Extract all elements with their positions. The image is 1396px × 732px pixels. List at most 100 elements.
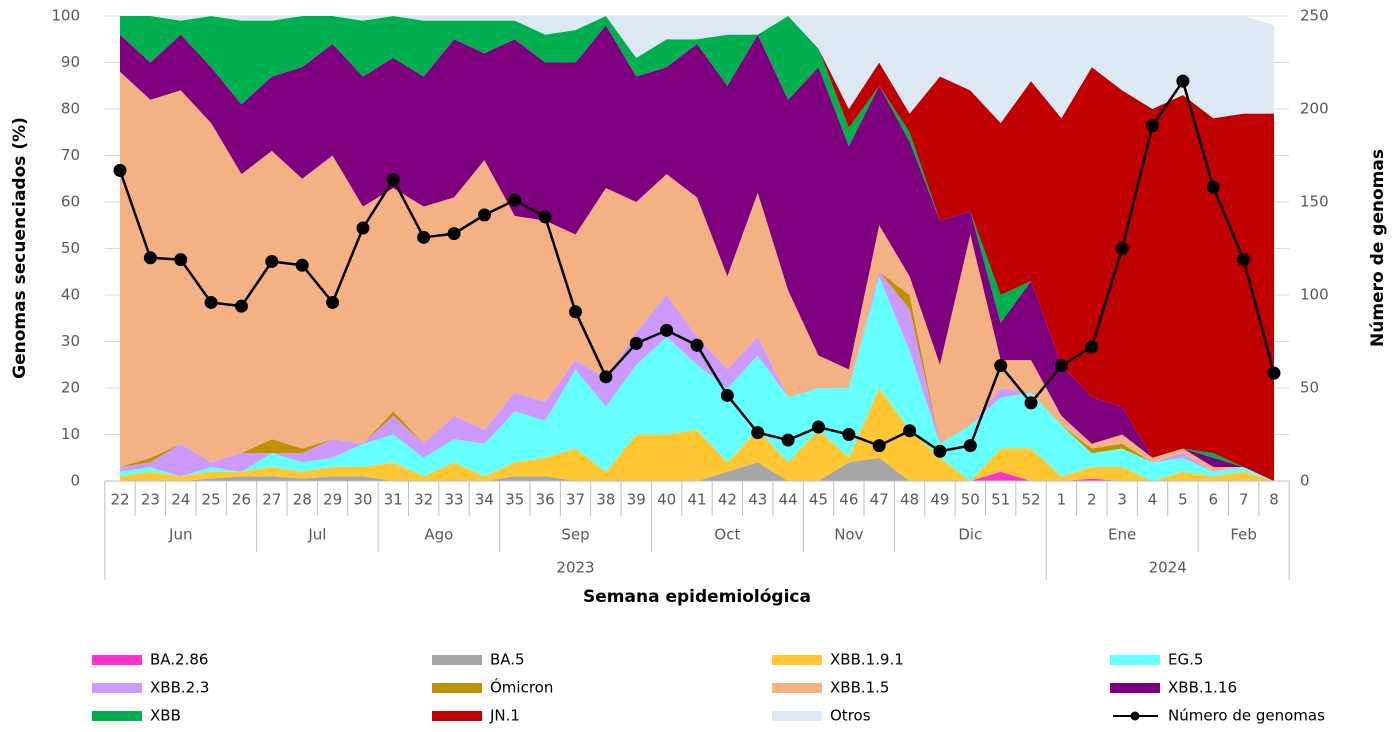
line-marker xyxy=(508,193,522,207)
y-tick-label: 70 xyxy=(61,146,80,164)
years-label: 2023 xyxy=(556,559,594,577)
x-tick-label: 34 xyxy=(475,491,494,509)
line-marker xyxy=(538,210,552,224)
area xyxy=(120,16,1274,123)
y-tick-label: 60 xyxy=(61,193,80,211)
x-tick-label: 50 xyxy=(961,491,980,509)
line-marker xyxy=(113,163,127,177)
line-marker xyxy=(690,338,704,352)
legend-swatch xyxy=(432,655,482,665)
months-label: Ene xyxy=(1108,526,1136,544)
legend-label: BA.5 xyxy=(490,651,525,669)
line-marker xyxy=(326,295,340,309)
x-tick-label: 30 xyxy=(353,491,372,509)
line-marker xyxy=(903,424,917,438)
legend-swatch xyxy=(772,683,822,693)
line-marker xyxy=(1237,253,1251,267)
area xyxy=(120,271,1274,481)
area xyxy=(120,388,1274,481)
line-marker xyxy=(447,227,461,241)
y2-tick-label: 200 xyxy=(1300,100,1329,118)
area xyxy=(120,25,1274,482)
line-marker xyxy=(933,444,947,458)
line-marker xyxy=(356,221,370,235)
line-marker xyxy=(1085,340,1099,354)
legend-label: XBB.1.5 xyxy=(830,679,889,697)
y-tick-label: 10 xyxy=(61,425,80,443)
line-marker xyxy=(386,173,400,187)
line-marker xyxy=(1054,359,1068,373)
line-marker xyxy=(477,208,491,222)
line-marker xyxy=(295,258,309,272)
x-tick-label: 28 xyxy=(293,491,312,509)
months-label: Dic xyxy=(958,526,982,544)
x-tick-label: 22 xyxy=(110,491,129,509)
line-marker xyxy=(174,253,188,267)
x-tick-label: 5 xyxy=(1178,491,1188,509)
line-marker xyxy=(1176,74,1190,88)
area xyxy=(120,16,1274,481)
line-marker xyxy=(781,433,795,447)
y-tick-label: 50 xyxy=(61,239,80,257)
x-tick-label: 35 xyxy=(505,491,524,509)
x-tick-label: 42 xyxy=(718,491,737,509)
line-marker xyxy=(1206,180,1220,194)
line-marker xyxy=(569,305,583,319)
area xyxy=(120,471,1274,481)
y-tick-label: 100 xyxy=(51,7,80,25)
legend-label: XBB.1.16 xyxy=(1168,679,1237,697)
line-marker xyxy=(204,295,218,309)
y2-tick-label: 250 xyxy=(1300,7,1329,25)
x-tick-label: 44 xyxy=(779,491,798,509)
x-tick-label: 24 xyxy=(171,491,190,509)
x-tick-label: 40 xyxy=(657,491,676,509)
area xyxy=(120,71,1274,482)
x-tick-label: 52 xyxy=(1022,491,1041,509)
legend-swatch xyxy=(1110,655,1160,665)
x-tick-label: 31 xyxy=(384,491,403,509)
line-marker xyxy=(265,255,279,269)
line-marker xyxy=(811,420,825,434)
legend-swatch xyxy=(92,683,142,693)
y-tick-label: 80 xyxy=(61,100,80,118)
x-tick-label: 37 xyxy=(566,491,585,509)
x-tick-label: 29 xyxy=(323,491,342,509)
x-tick-label: 1 xyxy=(1057,491,1067,509)
x-tick-label: 7 xyxy=(1239,491,1249,509)
legend-swatch xyxy=(92,711,142,721)
months-label: Jun xyxy=(168,526,192,544)
y-tick-label: 90 xyxy=(61,53,80,71)
months-label: Nov xyxy=(834,526,863,544)
x-tick-label: 26 xyxy=(232,491,251,509)
legend-label: XBB xyxy=(150,707,181,725)
y2-axis-title: Número de genomas xyxy=(1368,149,1388,347)
x-tick-label: 8 xyxy=(1269,491,1279,509)
x-tick-label: 33 xyxy=(445,491,464,509)
x-axis-title: Semana epidemiológica xyxy=(583,587,811,607)
x-tick-label: 49 xyxy=(930,491,949,509)
x-tick-label: 46 xyxy=(839,491,858,509)
x-tick-label: 4 xyxy=(1148,491,1158,509)
legend-label: Ómicron xyxy=(490,678,553,697)
legend-label: BA.2.86 xyxy=(150,651,208,669)
line-marker xyxy=(629,336,643,350)
y2-tick-label: 0 xyxy=(1300,472,1310,490)
y2-tick-label: 50 xyxy=(1300,379,1319,397)
line-marker xyxy=(234,299,248,313)
line-marker xyxy=(1267,366,1281,380)
x-tick-label: 36 xyxy=(536,491,555,509)
x-tick-label: 3 xyxy=(1117,491,1127,509)
legend-label: JN.1 xyxy=(489,707,520,725)
years-label: 2024 xyxy=(1149,559,1187,577)
y-tick-label: 20 xyxy=(61,379,80,397)
line-marker xyxy=(1115,242,1129,255)
line-marker xyxy=(751,426,765,440)
x-tick-label: 25 xyxy=(202,491,221,509)
y-tick-label: 30 xyxy=(61,332,80,350)
legend-label: EG.5 xyxy=(1168,651,1203,669)
x-tick-label: 32 xyxy=(414,491,433,509)
line-marker xyxy=(1146,119,1160,133)
line-marker xyxy=(963,439,977,453)
area xyxy=(120,457,1274,481)
